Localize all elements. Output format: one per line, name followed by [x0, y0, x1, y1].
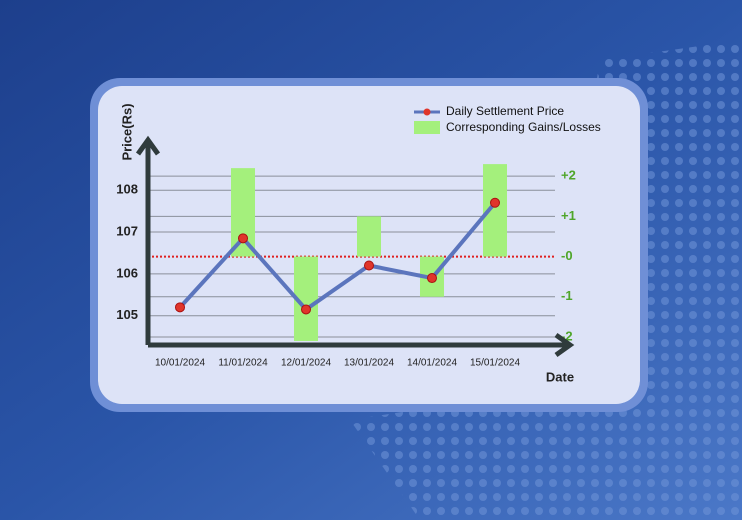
y2-tick-label: -0	[561, 248, 573, 263]
y-tick-label: 107	[116, 223, 138, 238]
price-point	[175, 302, 185, 313]
price-point	[238, 233, 248, 244]
price-line	[178, 201, 497, 313]
legend-label: Corresponding Gains/Losses	[446, 120, 601, 134]
x-tick-label: 11/01/2024	[218, 358, 268, 369]
price-point	[301, 304, 311, 315]
legend-swatch	[414, 121, 440, 134]
y-tick-label: 105	[116, 307, 138, 322]
x-axis-title: Date	[546, 369, 574, 384]
y2-tick-label: -2	[561, 328, 573, 343]
price-point	[364, 260, 374, 271]
plot: 105 106 107 108 +2 +1 -0 -1 -2 10/01/2024 11/01/20…	[116, 104, 600, 368]
y2-tick-label: +1	[561, 208, 576, 223]
y2-tick-label: +2	[561, 168, 576, 183]
x-tick-label: 10/01/2024	[155, 358, 205, 369]
legend-label: Daily Settlement Price	[446, 104, 564, 118]
price-point	[427, 273, 437, 284]
y-tick-label: 108	[116, 182, 138, 197]
y-tick-label: 106	[116, 265, 138, 280]
y2-tick-label: -1	[561, 288, 573, 303]
legend-marker	[423, 108, 431, 116]
price-point	[490, 197, 500, 208]
x-tick-label: 13/01/2024	[344, 358, 394, 369]
gain-loss-bar	[357, 216, 381, 257]
y-axis-arrow	[135, 135, 161, 156]
x-tick-label: 12/01/2024	[281, 358, 331, 369]
x-tick-label: 15/01/2024	[470, 358, 520, 369]
x-axis-arrow	[554, 332, 575, 358]
x-tick-label: 14/01/2024	[407, 358, 457, 369]
y-axis-title: Price(Rs)	[119, 103, 134, 160]
